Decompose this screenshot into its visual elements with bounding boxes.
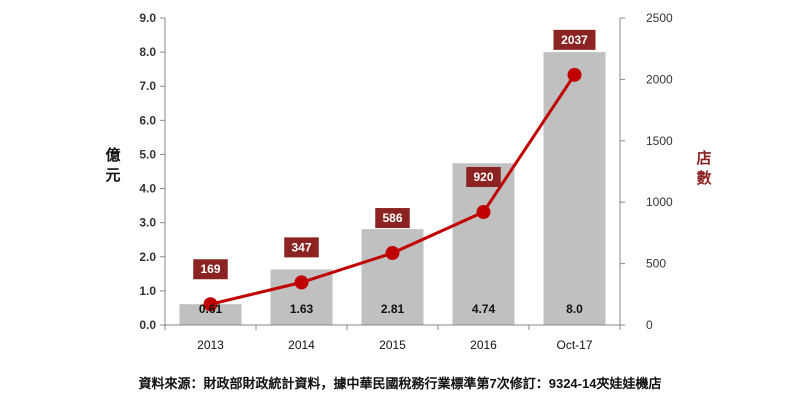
left-axis-title: 億	[105, 146, 120, 164]
left-tick-label: 3.0	[139, 216, 156, 230]
left-axis: 0.0 1.0 2.0 3.0 4.0 5.0 6.0 7.0 8.0 9.0	[139, 11, 166, 332]
right-axis: 0 500 1000 1500 2000 2500	[619, 11, 673, 332]
bar-value-label: 2.81	[381, 302, 405, 316]
bar-value-label: 0.61	[199, 302, 223, 316]
bar	[452, 163, 515, 325]
line-value-label: 586	[382, 211, 402, 225]
left-axis-title: 元	[105, 167, 120, 184]
x-tick-label: 2015	[379, 338, 406, 352]
left-tick-label: 5.0	[139, 147, 156, 161]
line-series: 0.61 1.63 2.81 4.74 8.0 169 347 586 920 2037	[193, 29, 596, 316]
left-tick-label: 1.0	[139, 284, 156, 298]
line-point	[385, 246, 400, 261]
source-note: 資料來源：財政部財政統計資料，據中華民國稅務行業標準第7次修訂：9324-14夾…	[139, 376, 662, 391]
left-tick-label: 6.0	[139, 113, 156, 127]
bar-value-label: 1.63	[290, 302, 314, 316]
x-tick-label: Oct-17	[556, 338, 592, 352]
left-tick-label: 7.0	[139, 79, 156, 93]
bar-value-label: 8.0	[566, 302, 583, 316]
line-value-label: 2037	[561, 33, 588, 47]
right-axis-title: 數	[696, 169, 711, 187]
x-tick-label: 2013	[197, 338, 224, 352]
line-value-label: 347	[291, 240, 311, 254]
bar-value-label: 4.74	[472, 302, 496, 316]
bar-series	[179, 52, 606, 325]
bar	[543, 52, 606, 325]
left-tick-label: 9.0	[139, 11, 156, 25]
left-tick-label: 8.0	[139, 45, 156, 59]
x-tick-label: 2014	[288, 338, 315, 352]
right-tick-label: 0	[646, 318, 653, 332]
right-tick-label: 1500	[646, 134, 673, 148]
line-point	[294, 275, 309, 290]
line-value-label-box	[553, 29, 596, 50]
line-value-label-box	[284, 237, 319, 258]
line-point	[476, 205, 491, 220]
right-tick-label: 500	[646, 257, 666, 271]
line-value-label: 169	[200, 262, 220, 276]
line-point	[203, 297, 218, 312]
right-tick-label: 2500	[646, 11, 673, 25]
right-tick-label: 1000	[646, 195, 673, 209]
line-value-label-box	[193, 259, 228, 280]
left-tick-label: 0.0	[139, 318, 156, 332]
right-axis-title: 店	[696, 149, 711, 167]
line-value-label-box	[375, 208, 410, 229]
right-tick-label: 2000	[646, 72, 673, 86]
left-tick-label: 2.0	[139, 250, 156, 264]
line-value-label: 920	[473, 170, 493, 184]
bar	[179, 304, 242, 325]
line-point	[567, 67, 582, 82]
x-tick-label: 2016	[470, 338, 497, 352]
x-axis: 2013 2014 2015 2016 Oct-17	[164, 324, 621, 352]
left-tick-label: 4.0	[139, 182, 156, 196]
line-value-label-box	[466, 167, 501, 188]
axis-titles: 億元 店數	[105, 146, 711, 187]
